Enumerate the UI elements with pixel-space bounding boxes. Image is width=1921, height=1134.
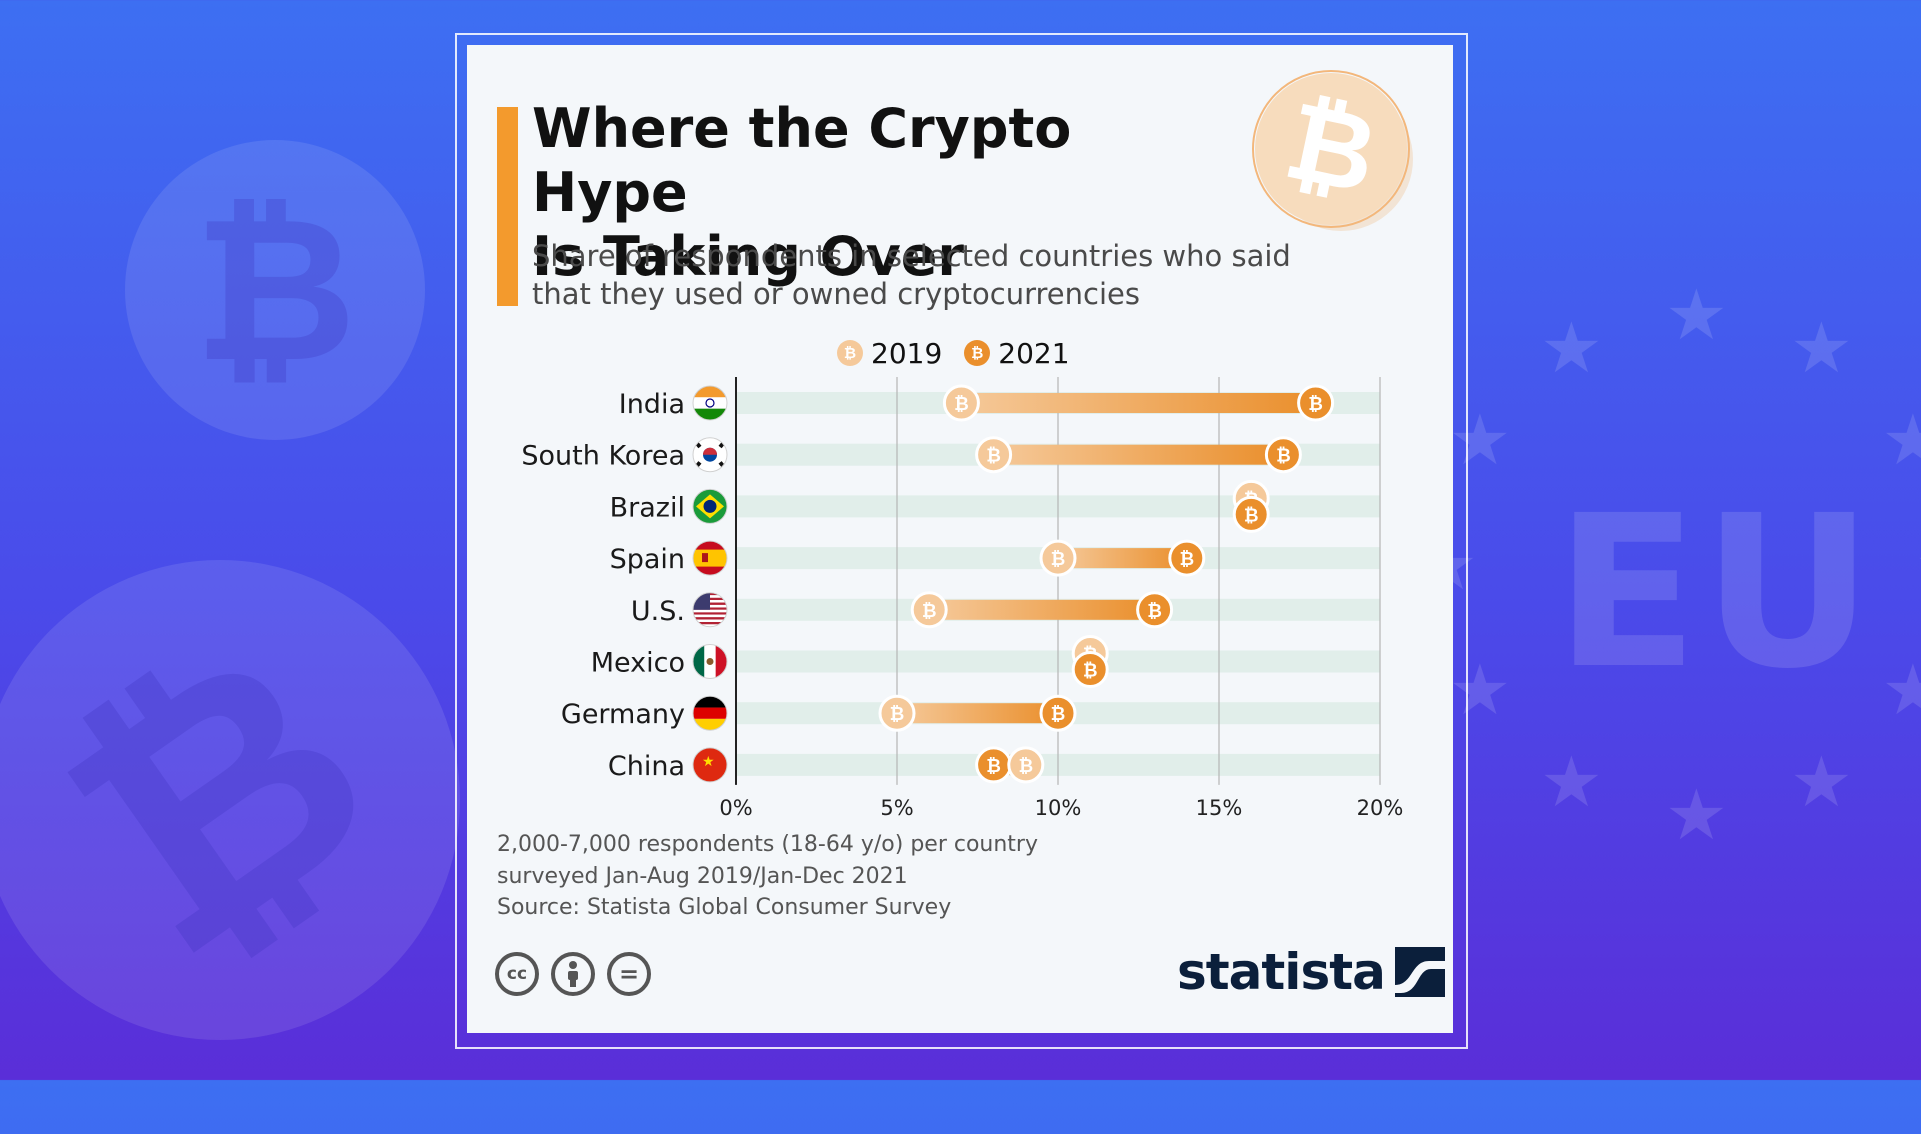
point-2021-bitcoin-icon: ₿ bbox=[986, 756, 1001, 777]
point-2021-bitcoin-icon: ₿ bbox=[1147, 601, 1162, 622]
x-tick-label: 15% bbox=[1196, 796, 1243, 820]
background-eu-text: EU bbox=[1555, 470, 1877, 715]
x-tick-label: 0% bbox=[719, 796, 752, 820]
x-tick-label: 5% bbox=[880, 796, 913, 820]
category-label: Spain bbox=[610, 544, 685, 575]
point-2021-bitcoin-icon: ₿ bbox=[1179, 549, 1194, 570]
point-2021-bitcoin-icon: ₿ bbox=[1276, 446, 1291, 467]
point-2021-bitcoin-icon: ₿ bbox=[1244, 505, 1259, 526]
attribution-icon[interactable] bbox=[551, 952, 595, 996]
category-label: U.S. bbox=[631, 596, 685, 627]
range-bar bbox=[929, 600, 1154, 620]
dumbbell-chart: 0% 5% 10% 15% 20% India ₿ ₿ South Korea ₿ ₿ Brazil ₿… bbox=[467, 45, 1453, 825]
background-star-icon: ★ bbox=[1882, 405, 1921, 475]
x-tick-label: 20% bbox=[1357, 796, 1404, 820]
background-star-icon: ★ bbox=[1790, 747, 1853, 817]
background-star-icon: ★ bbox=[1665, 780, 1728, 850]
statista-logo[interactable]: statista bbox=[1177, 943, 1445, 1001]
x-tick-label: 10% bbox=[1035, 796, 1082, 820]
background-star-icon: ★ bbox=[1540, 747, 1603, 817]
range-bar bbox=[961, 393, 1315, 413]
svg-text:★: ★ bbox=[702, 754, 715, 770]
category-label: Brazil bbox=[610, 492, 685, 523]
background-star-icon: ★ bbox=[1882, 655, 1921, 725]
category-label: Germany bbox=[561, 699, 685, 730]
statista-mark-icon bbox=[1395, 947, 1445, 997]
footnote-line-1: 2,000-7,000 respondents (18-64 y/o) per … bbox=[497, 832, 1038, 857]
point-2019-bitcoin-icon: ₿ bbox=[986, 446, 1001, 467]
statista-wordmark: statista bbox=[1177, 943, 1385, 1001]
background-bitcoin-coin: ₿ bbox=[125, 140, 425, 440]
background-star-icon: ★ bbox=[1790, 313, 1853, 383]
category-label: South Korea bbox=[521, 441, 685, 472]
range-bar bbox=[897, 703, 1058, 723]
no-derivatives-icon[interactable]: = bbox=[607, 952, 651, 996]
background-star-icon: ★ bbox=[1665, 280, 1728, 350]
point-2019-bitcoin-icon: ₿ bbox=[1018, 756, 1033, 777]
person-icon bbox=[562, 960, 584, 988]
category-label: India bbox=[619, 389, 685, 420]
category-label: Mexico bbox=[591, 648, 685, 679]
footnote-line-2: surveyed Jan-Aug 2019/Jan-Dec 2021 bbox=[497, 864, 908, 889]
source-note: Source: Statista Global Consumer Survey bbox=[497, 895, 951, 920]
range-bar bbox=[1058, 548, 1187, 568]
background-bitcoin-icon: ₿ bbox=[125, 140, 425, 440]
point-2021-bitcoin-icon: ₿ bbox=[1308, 394, 1323, 415]
point-2019-bitcoin-icon: ₿ bbox=[1051, 549, 1066, 570]
point-2021-bitcoin-icon: ₿ bbox=[1083, 661, 1098, 682]
category-label: China bbox=[608, 751, 685, 782]
footnote: 2,000-7,000 respondents (18-64 y/o) per … bbox=[497, 829, 1197, 893]
cc-icon[interactable]: cc bbox=[495, 952, 539, 996]
background-star-icon: ★ bbox=[1540, 313, 1603, 383]
background-star-icon: ★ bbox=[1915, 530, 1921, 600]
point-2019-bitcoin-icon: ₿ bbox=[890, 704, 905, 725]
point-2019-bitcoin-icon: ₿ bbox=[954, 394, 969, 415]
license-icons: cc = bbox=[495, 952, 663, 996]
background-bitcoin-coin-large: ₿ bbox=[0, 560, 460, 1040]
infographic-card: Where the Crypto Hype Is Taking Over Sha… bbox=[467, 45, 1453, 1033]
point-2019-bitcoin-icon: ₿ bbox=[922, 601, 937, 622]
range-bar bbox=[994, 445, 1284, 465]
point-2021-bitcoin-icon: ₿ bbox=[1051, 704, 1066, 725]
